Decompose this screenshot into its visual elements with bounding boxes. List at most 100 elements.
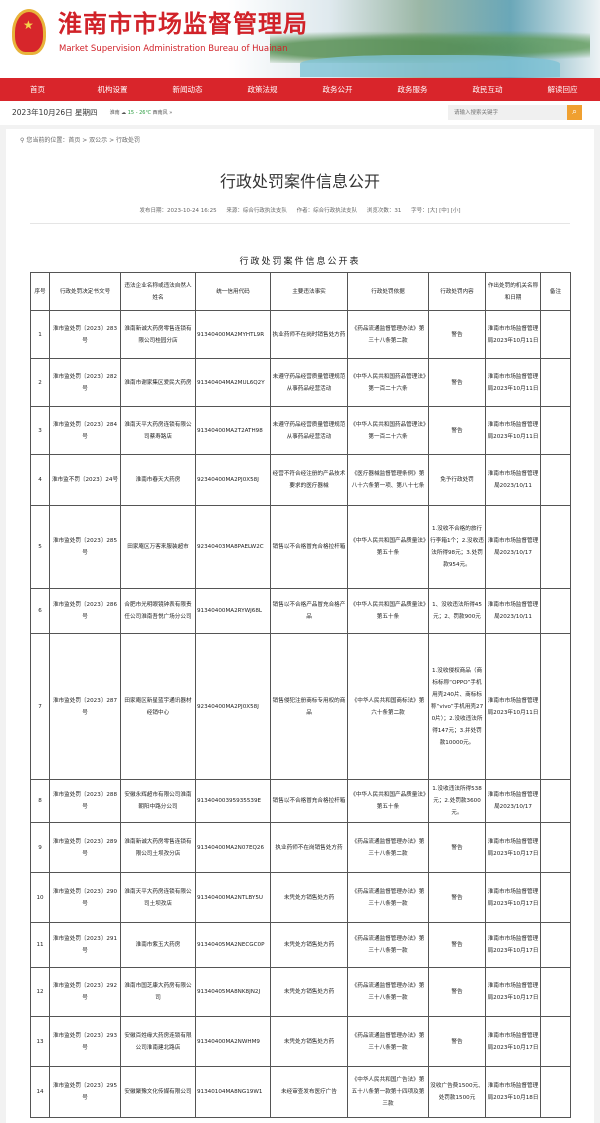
table-cell: 91340400395935539E — [195, 779, 271, 823]
table-cell: 未凭处方销售处方药 — [270, 872, 348, 923]
table-cell: 警告 — [428, 358, 486, 407]
column-header: 主要违法事实 — [270, 272, 348, 311]
breadcrumb-label: 您当前的位置： — [26, 137, 69, 144]
table-cell: 淮南市市场监督管理局2023年10月18日 — [485, 1066, 541, 1118]
table-cell: 《医疗器械监督管理条例》第八十六条第一项、第八十七条 — [347, 454, 429, 506]
search-button[interactable]: ⌕ — [567, 105, 582, 120]
table-cell: 淮南天平大药房连锁有限公司土坝孜店 — [120, 872, 196, 923]
table-cell: 淮南市市场监督管理局2023/10/11 — [485, 588, 541, 634]
breadcrumb-path[interactable]: 首页 > 双公示 > 行政处罚 — [68, 137, 141, 144]
weather-wind: 西南风 » — [151, 110, 173, 116]
table-cell: 经营不符合经注册的产品技术要求的医疗器械 — [270, 454, 348, 506]
table-cell — [540, 922, 571, 968]
table-cell: 92340400MA2PJ0X58J — [195, 454, 271, 506]
nav-gov-open[interactable]: 政务公开 — [322, 85, 353, 94]
table-row: 6 淮市监处罚〔2023〕286号 合肥市光明眼镜钟表有限责任公司淮南吾悦广场分公司… — [30, 588, 571, 634]
table-cell: 91340400MA2RYWJ68L — [195, 588, 271, 634]
column-header: 统一信用代码 — [195, 272, 271, 311]
table-cell — [540, 872, 571, 923]
table-cell: 9 — [30, 822, 50, 873]
table-cell: 淮南市市场监督管理局2023/10/11 — [485, 454, 541, 506]
table-cell: 《中华人民共和国药品管理法》第一百二十六条 — [347, 406, 429, 455]
table-cell: 1、没收违法所得45元；2、罚款900元 — [428, 588, 486, 634]
table-cell: 《药品流通监督管理办法》第三十八条第二款 — [347, 822, 429, 873]
table-cell: 1 — [30, 310, 50, 359]
table-cell: 3 — [30, 406, 50, 455]
content-card: ⚲ 您当前的位置：首页 > 双公示 > 行政处罚 行政处罚案件信息公开 发布日期… — [6, 129, 594, 1123]
font-size-switch[interactable]: 字号：[大] [中] [小] — [411, 208, 461, 214]
table-cell: 警告 — [428, 1016, 486, 1067]
column-header: 行政处罚决定书文号 — [49, 272, 121, 311]
table-cell: 91340400MA2NWHM9 — [195, 1016, 271, 1067]
search-icon: ⌕ — [571, 107, 578, 117]
table-cell: 淮南市春天大药房 — [120, 454, 196, 506]
table-cell: 未凭处方销售处方药 — [270, 1016, 348, 1067]
table-cell: 91340400MA2N07EQ26 — [195, 822, 271, 873]
table-cell: 未经审查发布医疗广告 — [270, 1066, 348, 1118]
table-row: 4 淮市监不罚〔2023〕24号 淮南市春天大药房 92340400MA2PJ0X58… — [30, 454, 571, 506]
table-cell: 《中华人民共和国商标法》第六十条第二款 — [347, 633, 429, 780]
table-cell: 淮市监不罚〔2023〕24号 — [49, 454, 121, 506]
column-header: 违法企业名称或违法自然人姓名 — [120, 272, 196, 311]
publish-date: 发布日期：2023-10-24 16:25 — [139, 208, 217, 214]
nav-interaction[interactable]: 政民互动 — [472, 85, 503, 94]
weather-city: 淮南 ☁ — [109, 110, 128, 116]
table-cell: 淮市监处罚〔2023〕283号 — [49, 310, 121, 359]
table-cell: 田家庵区新星蓝宇通讯器材经销中心 — [120, 633, 196, 780]
table-cell: 91340400MA2MYHTL9R — [195, 310, 271, 359]
table-cell: 警告 — [428, 967, 486, 1017]
table-cell: 未遵守药品经营质量管理规范从事药品经营活动 — [270, 406, 348, 455]
table-cell: 91340400MA2NTLBY5U — [195, 872, 271, 923]
table-cell — [540, 505, 571, 589]
table-cell: 2 — [30, 358, 50, 407]
table-cell — [540, 588, 571, 634]
table-cell: 92340400MA2PJ0X58J — [195, 633, 271, 780]
table-cell: 淮南市市场监督管理局2023年10月11日 — [485, 633, 541, 780]
column-header: 序号 — [30, 272, 50, 311]
lake-photo — [300, 55, 560, 77]
nav-gov-service[interactable]: 政务服务 — [397, 85, 428, 94]
table-cell: 14 — [30, 1066, 50, 1118]
table-cell: 淮南新诚大药房零售连锁有限公司土坝孜分店 — [120, 822, 196, 873]
table-cell — [540, 633, 571, 780]
page-title: 行政处罚案件信息公开 — [219, 172, 380, 191]
table-cell: 未凭处方销售处方药 — [270, 922, 348, 968]
table-cell: 92340403MA8PAELW2C — [195, 505, 271, 589]
current-date: 2023年10月26日 星期四 — [12, 108, 98, 117]
site-title-en: Market Supervision Administration Bureau… — [59, 44, 288, 54]
table-cell: 淮南市市场监督管理局2023年10月11日 — [485, 310, 541, 359]
table-cell: 《药品流通监督管理办法》第三十八条第一款 — [347, 872, 429, 923]
table-cell: 销售侵犯注册商标专用权的商品 — [270, 633, 348, 780]
table-cell: 91340405MA2NECGC0P — [195, 922, 271, 968]
table-cell: 淮市监处罚〔2023〕292号 — [49, 967, 121, 1017]
table-cell: 《药品流通监督管理办法》第三十八条第一款 — [347, 967, 429, 1017]
nav-interpretation[interactable]: 解读回应 — [547, 85, 578, 94]
search-box: ⌕ — [448, 105, 582, 120]
table-cell — [540, 967, 571, 1017]
site-title[interactable]: 淮南市市场监督管理局 — [58, 10, 308, 38]
table-cell: 淮南市谢家集区爱民大药房 — [120, 358, 196, 407]
table-cell: 执业药师不在岗时销售处方药 — [270, 310, 348, 359]
nav-organization[interactable]: 机构设置 — [97, 85, 128, 94]
nav-policy[interactable]: 政策法规 — [247, 85, 278, 94]
table-cell: 没收广告费1500元、处罚款1500元 — [428, 1066, 486, 1118]
table-row: 14 淮市监处罚〔2023〕295号 安徽聚豫文化传媒有限公司 91340104MA8… — [30, 1066, 571, 1118]
nav-news[interactable]: 新闻动态 — [172, 85, 203, 94]
nav-home[interactable]: 首页 — [30, 85, 45, 94]
table-cell: 警告 — [428, 922, 486, 968]
table-row: 2 淮市监处罚〔2023〕282号 淮南市谢家集区爱民大药房 91340404MA2M… — [30, 358, 571, 407]
penalty-table: 序号 行政处罚决定书文号 违法企业名称或违法自然人姓名 统一信用代码 主要违法事实 行政处… — [30, 272, 571, 1118]
search-input[interactable] — [448, 105, 567, 120]
table-row: 5 淮市监处罚〔2023〕285号 田家庵区万客来服装超市 92340403MA8PA… — [30, 505, 571, 589]
table-cell: 淮南市市场监督管理局2023年10月11日 — [485, 406, 541, 455]
table-cell: 《药品流通监督管理办法》第三十八条第一款 — [347, 922, 429, 968]
table-cell: 1.没收违法所得538元；2.处罚款3600元。 — [428, 779, 486, 823]
table-cell: 销售以不合格冒充合格拉杆箱 — [270, 779, 348, 823]
table-cell: 警告 — [428, 822, 486, 873]
table-cell: 8 — [30, 779, 50, 823]
table-cell: 未凭处方销售处方药 — [270, 967, 348, 1017]
table-cell: 田家庵区万客来服装超市 — [120, 505, 196, 589]
table-cell: 淮市监处罚〔2023〕284号 — [49, 406, 121, 455]
table-cell: 销售以不合格产品冒充合格产品 — [270, 588, 348, 634]
table-cell: 执业药师不在岗销售处方药 — [270, 822, 348, 873]
